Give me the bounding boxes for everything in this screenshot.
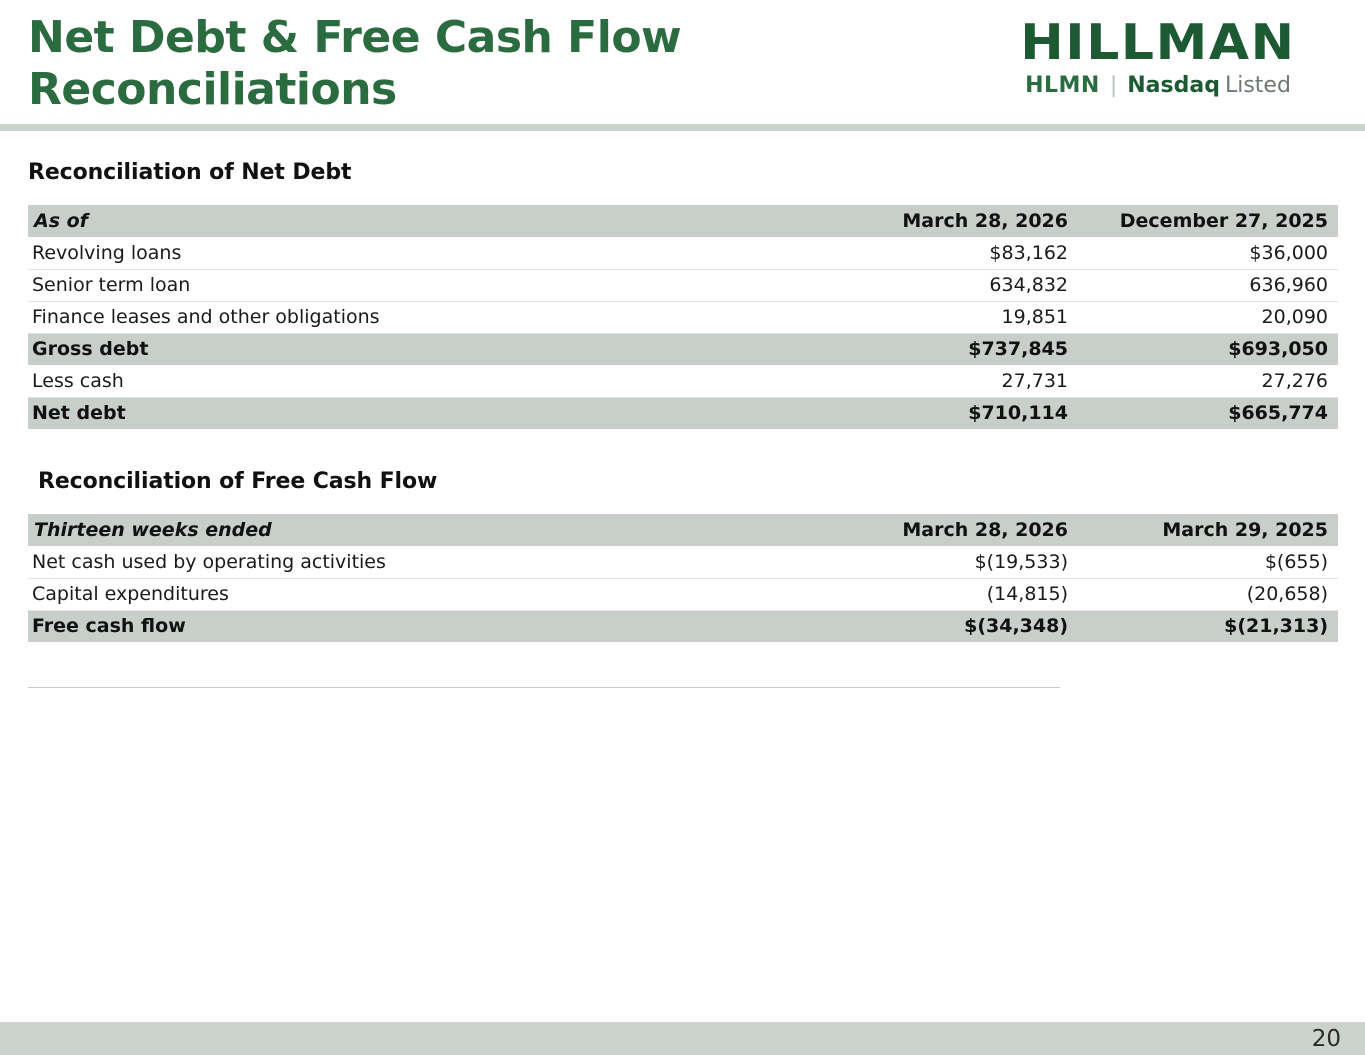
- footer-bar: [0, 1022, 1365, 1055]
- column-header-period-2: March 29, 2025: [1162, 519, 1328, 541]
- table-header-row: Thirteen weeks ended March 28, 2026 Marc…: [28, 514, 1338, 546]
- row-value-period-1: 27,731: [788, 365, 1078, 398]
- column-header-as-of: As of: [34, 210, 88, 232]
- table-row: Senior term loan 634,832 636,960: [28, 269, 1338, 302]
- net-debt-table: As of March 28, 2026 December 27, 2025 R…: [28, 205, 1338, 429]
- row-label: Capital expenditures: [28, 578, 788, 611]
- row-label: Finance leases and other obligations: [28, 301, 788, 334]
- logo-wordmark: HILLMAN: [1020, 14, 1296, 71]
- table-header-row: As of March 28, 2026 December 27, 2025: [28, 205, 1338, 237]
- table-total-row: Net debt $710,114 $665,774: [28, 397, 1338, 429]
- slide-header: Net Debt & Free Cash Flow Reconciliation…: [0, 0, 1365, 124]
- column-header-period-1: March 28, 2026: [902, 210, 1068, 232]
- row-value-period-2: 20,090: [1078, 301, 1338, 334]
- column-header-period-2: December 27, 2025: [1119, 210, 1328, 232]
- table-row: Finance leases and other obligations 19,…: [28, 301, 1338, 334]
- table-total-row: Gross debt $737,845 $693,050: [28, 333, 1338, 365]
- row-value-period-2: $36,000: [1078, 237, 1338, 270]
- row-value-period-2: $693,050: [1228, 338, 1328, 361]
- table-row: Capital expenditures (14,815) (20,658): [28, 578, 1338, 611]
- logo-separator: |: [1109, 73, 1118, 98]
- header-divider: [0, 124, 1365, 131]
- row-value-period-2: $665,774: [1228, 402, 1328, 425]
- row-value-period-2: 636,960: [1078, 269, 1338, 302]
- row-value-period-2: (20,658): [1078, 578, 1338, 611]
- row-label: Gross debt: [32, 338, 149, 361]
- logo-ticker: HLMN: [1025, 73, 1100, 98]
- row-value-period-2: $(21,313): [1224, 615, 1328, 638]
- row-value-period-1: 19,851: [788, 301, 1078, 334]
- row-label: Net cash used by operating activities: [28, 546, 788, 579]
- row-value-period-1: $(34,348): [964, 615, 1068, 638]
- page-title: Net Debt & Free Cash Flow Reconciliation…: [28, 12, 682, 115]
- table-row: Less cash 27,731 27,276: [28, 365, 1338, 398]
- row-label: Net debt: [32, 402, 126, 425]
- row-value-period-1: 634,832: [788, 269, 1078, 302]
- row-label: Senior term loan: [28, 269, 788, 302]
- row-value-period-2: 27,276: [1078, 365, 1338, 398]
- section-title-net-debt: Reconciliation of Net Debt: [28, 160, 352, 185]
- row-label: Free cash flow: [32, 615, 186, 638]
- row-value-period-1: (14,815): [788, 578, 1078, 611]
- row-value-period-1: $(19,533): [788, 546, 1078, 579]
- row-value-period-2: $(655): [1078, 546, 1338, 579]
- free-cash-flow-table: Thirteen weeks ended March 28, 2026 Marc…: [28, 514, 1338, 642]
- row-label: Revolving loans: [28, 237, 788, 270]
- row-label: Less cash: [28, 365, 788, 398]
- logo-listed-label: Listed: [1224, 73, 1291, 98]
- content-bottom-divider: [28, 687, 1060, 688]
- column-header-thirteen-weeks-ended: Thirteen weeks ended: [34, 519, 272, 541]
- row-value-period-1: $737,845: [968, 338, 1068, 361]
- logo-subtitle: HLMN | Nasdaq Listed: [973, 75, 1343, 97]
- section-title-free-cash-flow: Reconciliation of Free Cash Flow: [38, 469, 438, 494]
- table-total-row: Free cash flow $(34,348) $(21,313): [28, 610, 1338, 642]
- table-row: Revolving loans $83,162 $36,000: [28, 237, 1338, 270]
- logo-exchange: Nasdaq: [1127, 73, 1220, 98]
- table-row: Net cash used by operating activities $(…: [28, 546, 1338, 579]
- row-value-period-1: $710,114: [968, 402, 1068, 425]
- row-value-period-1: $83,162: [788, 237, 1078, 270]
- hillman-logo: HILLMAN HLMN | Nasdaq Listed: [973, 18, 1343, 97]
- column-header-period-1: March 28, 2026: [902, 519, 1068, 541]
- page-number: 20: [1311, 1026, 1341, 1052]
